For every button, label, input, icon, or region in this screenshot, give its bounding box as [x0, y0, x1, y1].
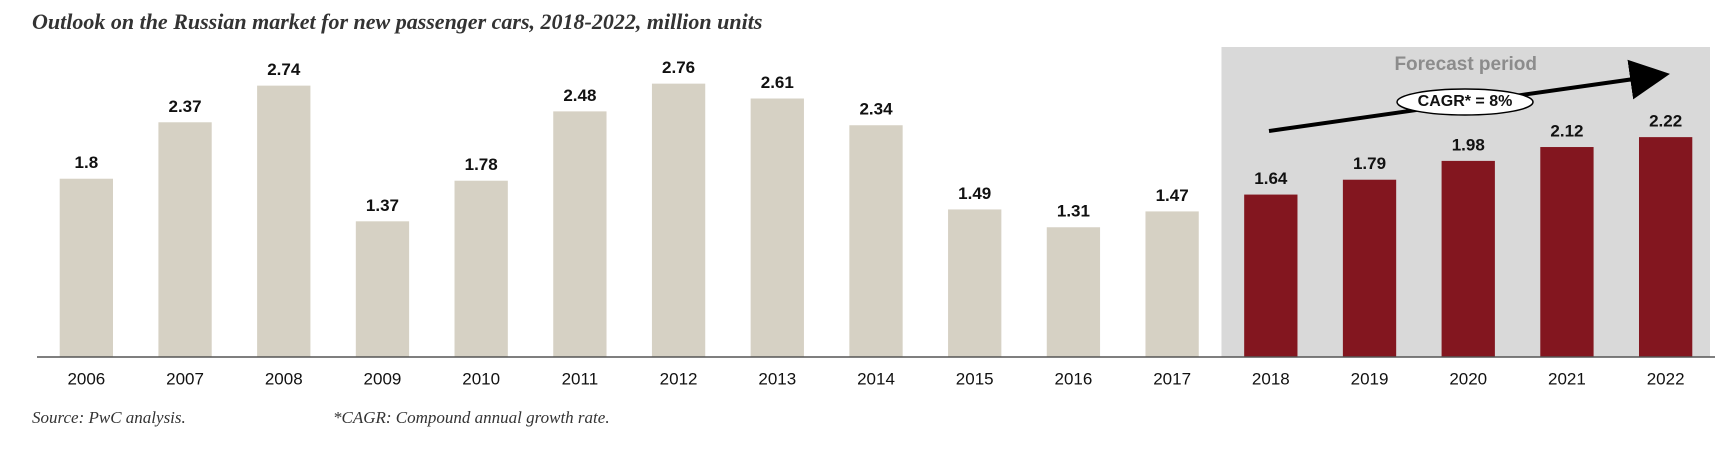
x-tick-label: 2013 — [758, 369, 796, 388]
x-tick-label: 2007 — [166, 369, 204, 388]
bar — [1046, 227, 1101, 357]
footnote: *CAGR: Compound annual growth rate. — [333, 408, 610, 427]
x-tick-label: 2014 — [857, 369, 895, 388]
value-label: 2.37 — [169, 97, 202, 116]
x-tick-label: 2017 — [1153, 369, 1191, 388]
value-label: 1.49 — [958, 184, 991, 203]
bar — [651, 83, 706, 357]
x-tick-label: 2019 — [1351, 369, 1389, 388]
chart-title: Outlook on the Russian market for new pa… — [32, 9, 762, 34]
value-label: 2.12 — [1550, 122, 1583, 141]
value-label: 1.47 — [1156, 186, 1189, 205]
x-tick-label: 2021 — [1548, 369, 1586, 388]
trend-label: CAGR* = 8% — [1418, 93, 1513, 110]
value-label: 2.48 — [563, 86, 596, 105]
source-note: Source: PwC analysis. — [32, 408, 186, 427]
bar — [553, 111, 607, 357]
bar — [1441, 160, 1495, 357]
x-tick-label: 2012 — [660, 369, 698, 388]
value-label: 1.98 — [1452, 135, 1485, 154]
bar — [1342, 179, 1397, 357]
bar — [849, 125, 903, 357]
x-tick-label: 2018 — [1252, 369, 1290, 388]
bar — [454, 180, 508, 357]
x-tick-label: 2016 — [1054, 369, 1092, 388]
x-tick-label: 2008 — [265, 369, 303, 388]
value-label: 2.22 — [1649, 112, 1682, 131]
x-tick-label: 2006 — [67, 369, 105, 388]
bar — [948, 209, 1002, 357]
bar — [257, 85, 311, 358]
x-tick-label: 2011 — [562, 369, 599, 388]
bar — [1244, 194, 1298, 357]
bar — [750, 98, 804, 358]
bar — [1638, 137, 1693, 357]
value-label: 1.78 — [465, 155, 498, 174]
forecast-label: Forecast period — [1394, 54, 1537, 75]
x-tick-label: 2020 — [1449, 369, 1487, 388]
bar — [1540, 147, 1594, 357]
x-tick-label: 2022 — [1647, 369, 1685, 388]
value-label: 2.74 — [267, 60, 301, 79]
value-label: 1.8 — [75, 153, 99, 172]
x-tick-label: 2015 — [956, 369, 994, 388]
trend-badge — [1396, 88, 1534, 116]
value-label: 1.37 — [366, 196, 399, 215]
bar — [355, 221, 410, 357]
value-label: 2.34 — [859, 100, 893, 119]
value-label: 2.76 — [662, 58, 695, 77]
value-label: 1.64 — [1254, 169, 1288, 188]
x-tick-label: 2009 — [364, 369, 402, 388]
bar — [59, 178, 114, 357]
value-label: 1.31 — [1057, 202, 1090, 221]
bar — [1145, 211, 1199, 357]
bar — [158, 122, 212, 357]
value-label: 2.61 — [761, 73, 794, 92]
x-tick-label: 2010 — [462, 369, 500, 388]
value-label: 1.79 — [1353, 154, 1386, 173]
